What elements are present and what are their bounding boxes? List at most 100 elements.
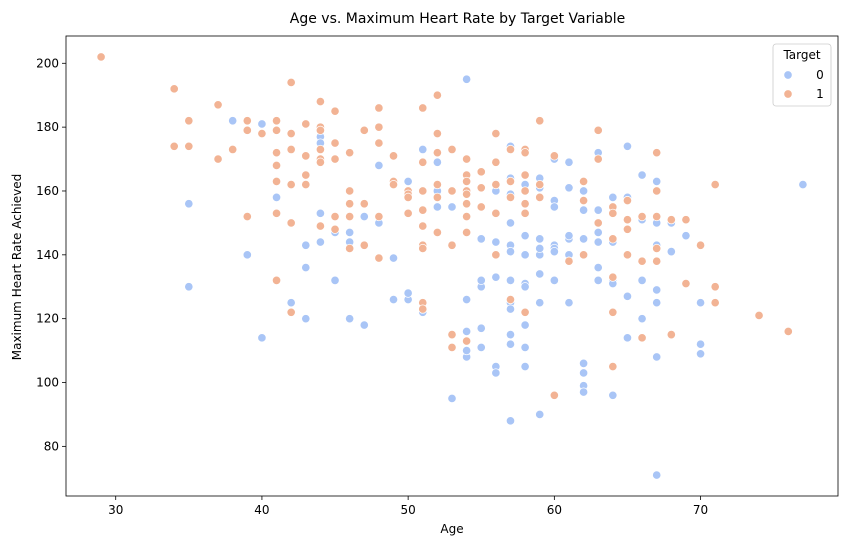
data-point-target-0 — [374, 160, 384, 171]
data-point-target-1 — [315, 221, 325, 231]
data-point-target-0 — [535, 269, 545, 279]
data-point-target-1 — [520, 208, 530, 218]
data-point-target-0 — [622, 291, 633, 301]
data-point-target-1 — [622, 215, 633, 225]
data-point-target-0 — [345, 227, 355, 238]
y-tick-label: 120 — [36, 312, 59, 326]
data-point-target-1 — [520, 186, 530, 196]
data-point-target-1 — [257, 128, 267, 139]
data-point-target-1 — [271, 148, 282, 158]
data-point-target-1 — [286, 77, 296, 88]
data-point-target-1 — [403, 192, 413, 202]
y-axis-label: Maximum Heart Rate Achieved — [10, 174, 24, 361]
data-point-target-0 — [315, 208, 325, 218]
x-axis-label: Age — [440, 522, 463, 536]
data-point-target-0 — [462, 346, 472, 356]
data-point-target-1 — [271, 176, 282, 186]
data-point-target-1 — [783, 326, 793, 337]
data-point-target-1 — [286, 144, 296, 155]
data-point-target-0 — [242, 250, 252, 260]
data-point-target-0 — [652, 285, 662, 295]
data-point-target-1 — [330, 154, 340, 164]
legend-title: Target — [782, 48, 820, 62]
data-point-target-0 — [491, 272, 501, 282]
legend-label-0: 0 — [816, 68, 824, 82]
data-point-target-1 — [271, 275, 282, 285]
data-point-target-1 — [535, 116, 545, 126]
data-point-target-1 — [608, 234, 618, 244]
data-point-target-0 — [257, 333, 267, 343]
data-point-target-1 — [388, 151, 399, 161]
data-point-target-0 — [593, 227, 603, 238]
data-point-target-1 — [169, 84, 179, 94]
data-point-target-0 — [505, 330, 516, 340]
data-point-target-0 — [476, 323, 486, 333]
data-point-target-1 — [271, 160, 282, 171]
data-point-target-1 — [271, 116, 282, 126]
data-point-target-0 — [345, 314, 355, 324]
data-point-target-0 — [505, 416, 516, 426]
data-point-target-0 — [476, 234, 486, 244]
data-point-target-0 — [388, 253, 399, 263]
data-point-target-1 — [447, 186, 457, 196]
data-point-target-1 — [432, 180, 442, 190]
data-point-target-1 — [652, 243, 662, 254]
data-point-target-1 — [608, 307, 618, 317]
legend-marker-0 — [783, 70, 793, 80]
data-point-target-1 — [359, 125, 369, 135]
data-point-target-1 — [462, 154, 472, 164]
data-point-target-0 — [491, 368, 501, 378]
data-point-target-1 — [315, 97, 325, 107]
data-point-target-0 — [505, 275, 516, 285]
data-point-target-1 — [637, 333, 647, 343]
data-point-target-0 — [271, 192, 282, 202]
data-point-target-0 — [593, 205, 603, 215]
data-point-target-1 — [681, 278, 691, 289]
plot-frame — [65, 35, 839, 497]
data-point-target-0 — [301, 240, 311, 250]
data-point-target-0 — [505, 339, 516, 349]
data-point-target-1 — [301, 170, 311, 180]
data-point-target-1 — [491, 157, 501, 167]
data-point-target-0 — [359, 320, 369, 330]
data-point-target-1 — [184, 116, 194, 126]
data-point-target-0 — [579, 387, 589, 397]
data-point-target-1 — [271, 125, 282, 135]
data-point-target-1 — [549, 390, 559, 400]
data-point-target-1 — [608, 208, 618, 218]
data-point-target-1 — [593, 218, 603, 228]
data-point-target-1 — [520, 199, 530, 209]
y-tick-label: 180 — [36, 120, 59, 134]
data-point-target-0 — [359, 211, 369, 222]
data-point-target-0 — [184, 199, 194, 209]
data-point-target-0 — [520, 361, 530, 372]
data-point-target-1 — [593, 154, 603, 164]
data-point-target-1 — [622, 224, 633, 234]
data-point-target-1 — [535, 192, 545, 202]
data-point-target-1 — [242, 125, 252, 135]
data-point-target-0 — [695, 339, 706, 349]
data-point-target-1 — [564, 256, 574, 266]
data-point-target-0 — [520, 320, 530, 330]
data-point-target-1 — [271, 208, 282, 218]
data-point-target-1 — [462, 336, 472, 346]
data-point-target-0 — [315, 237, 325, 247]
data-point-target-1 — [447, 330, 457, 340]
data-point-target-0 — [476, 342, 486, 352]
data-point-target-1 — [520, 307, 530, 317]
data-point-target-0 — [564, 183, 574, 193]
data-point-target-0 — [462, 326, 472, 337]
data-point-target-1 — [169, 141, 179, 151]
data-point-target-0 — [184, 282, 194, 292]
data-point-target-1 — [462, 189, 472, 199]
data-point-target-0 — [564, 298, 574, 308]
data-point-target-0 — [652, 298, 662, 308]
data-point-target-0 — [579, 234, 589, 244]
data-point-target-0 — [403, 176, 413, 186]
data-point-target-1 — [505, 192, 516, 202]
y-tick-label: 140 — [36, 248, 59, 262]
data-point-target-1 — [695, 240, 706, 250]
data-point-target-0 — [637, 275, 647, 285]
data-point-target-1 — [418, 103, 428, 113]
